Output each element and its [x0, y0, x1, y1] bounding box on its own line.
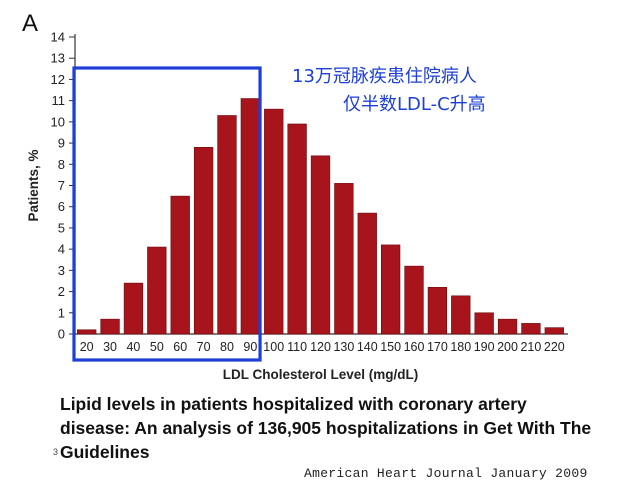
caption-source: American Heart Journal January 2009 [304, 466, 588, 481]
y-tick-label: 14 [51, 30, 65, 45]
bar-150 [380, 244, 401, 335]
y-tick-label: 13 [51, 51, 65, 66]
y-tick-label: 3 [58, 263, 65, 278]
x-tick-label: 120 [310, 340, 331, 354]
annotation-line-2: 仅半数LDL-C升高 [343, 94, 486, 115]
bar-30 [100, 318, 120, 335]
y-tick-label: 9 [58, 136, 65, 151]
x-tick-label: 150 [380, 340, 401, 354]
x-axis-title: LDL Cholesterol Level (mg/dL) [223, 367, 419, 382]
footnote-mark: 3 [53, 447, 59, 457]
y-tick-label: 1 [58, 305, 65, 320]
highlight-box [72, 66, 262, 362]
y-tick-label: 5 [58, 220, 65, 235]
x-tick-label: 190 [474, 340, 495, 354]
bar-190 [474, 312, 494, 335]
x-tick-label: 180 [450, 340, 471, 354]
bar-200 [497, 318, 518, 335]
bar-210 [521, 323, 541, 335]
x-tick-label: 170 [427, 340, 448, 354]
caption-title: Lipid levels in patients hospitalized wi… [60, 394, 592, 462]
bar-110 [287, 123, 307, 335]
annotation-line-1: 13万冠脉疾患住院病人 [292, 66, 477, 87]
bar-130 [334, 183, 354, 335]
x-tick-label: 100 [263, 340, 284, 354]
y-axis-title: Patients, % [26, 149, 41, 221]
bar-70 [193, 147, 214, 335]
bar-120 [310, 155, 331, 335]
y-tick-label: 4 [58, 242, 65, 257]
x-tick-label: 90 [243, 340, 257, 354]
x-tick-label: 40 [126, 340, 140, 354]
x-tick-label: 30 [103, 340, 117, 354]
bar-90 [240, 98, 261, 335]
x-tick-label: 60 [173, 340, 187, 354]
bar-140 [357, 212, 377, 335]
y-tick-label: 10 [51, 114, 65, 129]
bar-40 [123, 282, 144, 335]
x-tick-label: 20 [80, 340, 94, 354]
bar-80 [217, 115, 237, 335]
x-tick-label: 160 [404, 340, 425, 354]
y-tick-label: 6 [58, 199, 65, 214]
panel-label: A [22, 10, 39, 37]
y-tick-label: 8 [58, 157, 65, 172]
y-tick-label: 11 [52, 93, 66, 108]
x-tick-label: 220 [544, 340, 565, 354]
bar-170 [427, 287, 448, 335]
y-tick-label: 7 [58, 178, 65, 193]
x-tick-label: 110 [287, 340, 307, 354]
x-tick-label: 140 [357, 340, 378, 354]
y-tick-label: 2 [58, 284, 65, 299]
bar-20 [77, 329, 97, 335]
x-tick-label: 200 [497, 340, 518, 354]
x-tick-label: 80 [220, 340, 234, 354]
y-tick-label: 12 [51, 72, 65, 87]
bar-220 [544, 327, 564, 335]
bar-100 [264, 108, 284, 335]
x-tick-label: 70 [197, 340, 211, 354]
x-tick-label: 50 [150, 340, 164, 354]
x-tick-label: 130 [333, 340, 354, 354]
x-tick-label: 210 [520, 340, 541, 354]
y-tick-label: 0 [58, 327, 65, 342]
bar-180 [451, 295, 471, 335]
bar-160 [404, 265, 424, 335]
bar-60 [170, 195, 190, 335]
bar-50 [147, 246, 167, 335]
